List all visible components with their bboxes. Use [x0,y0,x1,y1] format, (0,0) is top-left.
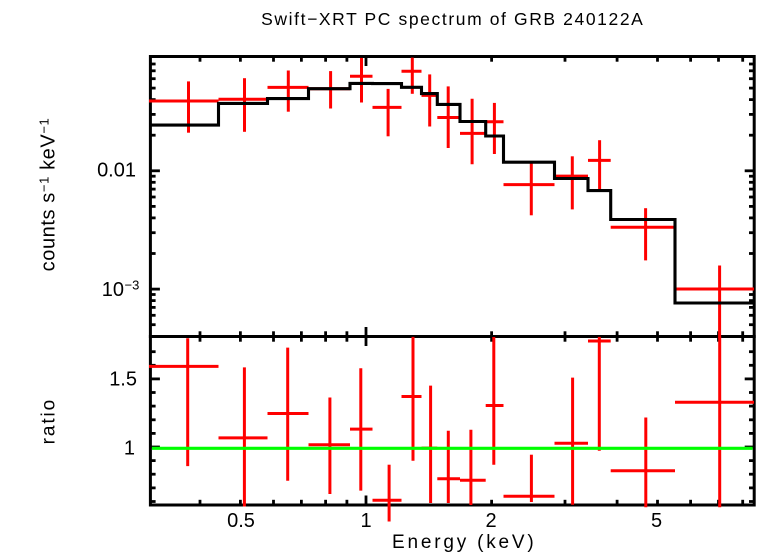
svg-text:Swift−XRT PC spectrum of GRB 2: Swift−XRT PC spectrum of GRB 240122A [261,9,644,29]
svg-text:2: 2 [485,510,496,532]
svg-text:Energy (keV): Energy (keV) [392,532,536,553]
svg-text:0.5: 0.5 [227,510,255,532]
svg-text:1.5: 1.5 [109,368,137,390]
svg-text:counts s−1 keV−1: counts s−1 keV−1 [36,118,59,272]
svg-text:1: 1 [360,510,371,532]
svg-text:ratio: ratio [38,398,59,444]
svg-text:5: 5 [651,510,662,532]
svg-text:−3: −3 [125,277,140,292]
svg-text:0.01: 0.01 [97,160,136,182]
svg-text:10: 10 [102,279,124,301]
svg-text:1: 1 [124,437,135,459]
